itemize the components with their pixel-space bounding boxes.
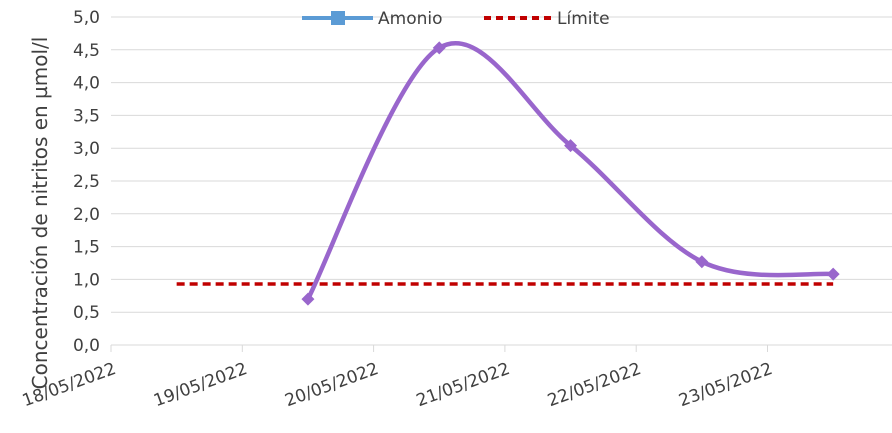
legend-label-limite: Límite <box>557 9 610 29</box>
y-axis-title: Concentración de nitritos en µmol/l <box>28 37 52 390</box>
y-tick-label: 4,5 <box>73 41 100 61</box>
y-tick-label: 2,0 <box>73 205 100 225</box>
data-point-amonio <box>564 139 578 153</box>
y-tick-label: 0,0 <box>73 336 100 356</box>
data-point-amonio <box>432 41 446 55</box>
x-axis <box>110 344 892 352</box>
y-tick-label: 0,5 <box>73 303 100 323</box>
y-tick-label: 3,0 <box>73 139 100 159</box>
series-layer <box>176 41 840 306</box>
x-tick-label: 19/05/2022 <box>151 359 250 411</box>
data-point-amonio <box>826 267 840 281</box>
series-line-amonio <box>305 41 836 302</box>
y-tick-label: 2,5 <box>73 172 100 192</box>
y-tick-label: 1,5 <box>73 238 100 258</box>
data-point-amonio <box>301 292 315 306</box>
gridlines <box>111 16 892 313</box>
x-tick-label: 20/05/2022 <box>282 359 381 411</box>
y-tick-label: 5,0 <box>73 8 100 28</box>
y-tick-label: 3,5 <box>73 106 100 126</box>
y-tick-labels: 0,0 0,5 1,0 1,5 2,0 2,5 3,0 3,5 4,0 4,5 5,0 <box>73 8 100 356</box>
x-tick-labels: 18/05/2022 19/05/2022 20/05/2022 21/05/2022… <box>20 359 775 411</box>
y-tick-label: 1,0 <box>73 270 100 290</box>
legend: Amonio Límite <box>302 9 610 29</box>
legend-marker-amonio <box>331 11 345 25</box>
x-tick-label: 22/05/2022 <box>545 359 644 411</box>
y-tick-label: 4,0 <box>73 74 100 94</box>
x-tick-label: 23/05/2022 <box>676 359 775 411</box>
legend-label-amonio: Amonio <box>378 9 443 29</box>
x-tick-label: 21/05/2022 <box>414 359 513 411</box>
data-point-amonio <box>695 255 709 269</box>
